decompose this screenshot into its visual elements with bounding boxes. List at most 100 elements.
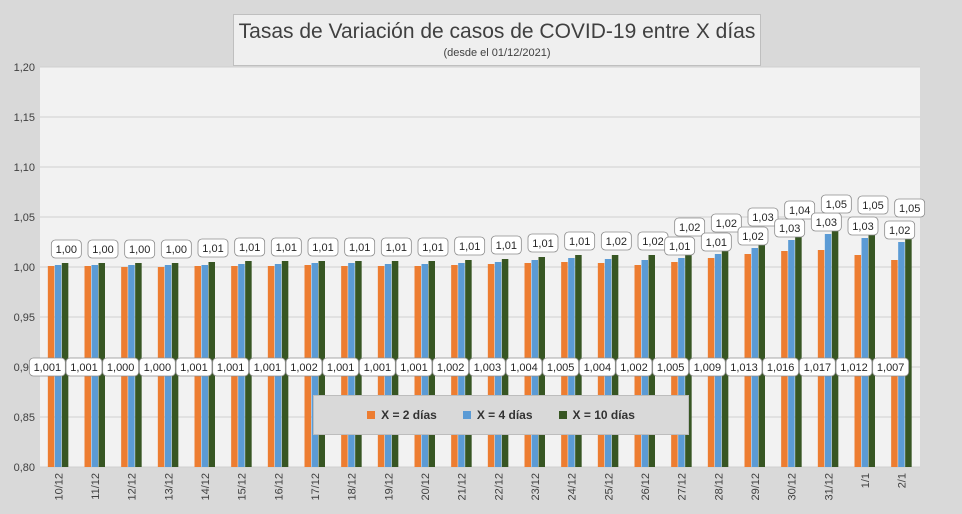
x-tick-label: 26/12 — [640, 473, 652, 501]
data-label: 1,02 — [679, 222, 700, 234]
x-tick-label: 1/1 — [860, 473, 872, 488]
data-label-box — [884, 220, 916, 240]
data-label-box — [490, 235, 522, 255]
data-label: 1,01 — [532, 238, 553, 250]
data-label: 1,005 — [657, 362, 685, 374]
data-label-box — [285, 357, 323, 377]
data-label-box — [710, 213, 742, 233]
data-label: 1,001 — [364, 362, 392, 374]
x-tick-label: 17/12 — [310, 473, 322, 501]
data-label-box — [175, 357, 213, 377]
legend: X = 2 días X = 4 días X = 10 días — [313, 395, 689, 435]
data-label-box — [270, 237, 302, 257]
bar — [788, 240, 795, 467]
data-label: 1,02 — [642, 236, 663, 248]
x-axis: 10/12 11/12 12/12 13/12 14/12 15/12 16/12 17/12… — [53, 473, 908, 501]
data-labels: 1,001 1,00 1,001 1,00 1,000 1,00 1,000 1,00 1,00… — [28, 194, 926, 377]
data-label: 1,000 — [107, 362, 135, 374]
data-label: 1,03 — [752, 212, 773, 224]
y-tick-label: 0,95 — [14, 312, 35, 324]
data-label: 1,01 — [386, 242, 407, 254]
bar — [758, 243, 765, 467]
data-label: 1,002 — [290, 362, 318, 374]
data-label-box — [564, 231, 596, 251]
y-tick-label: 1,15 — [14, 112, 35, 124]
legend-swatch-2-dias — [367, 411, 376, 419]
data-label-box — [505, 357, 543, 377]
y-tick-label: 0,85 — [14, 412, 35, 424]
data-label: 1,004 — [584, 362, 612, 374]
y-tick-label: 0,80 — [14, 462, 35, 474]
legend-swatch-4-dias — [462, 411, 471, 419]
data-label-box — [857, 195, 889, 215]
y-tick-label: 1,10 — [14, 162, 35, 174]
data-label: 1,001 — [217, 362, 245, 374]
data-label-box — [344, 237, 376, 257]
data-label-box — [762, 357, 800, 377]
data-label-box — [674, 217, 706, 237]
data-label: 1,02 — [606, 236, 627, 248]
data-label: 1,01 — [669, 241, 690, 253]
data-label-box — [212, 357, 250, 377]
data-label: 1,01 — [312, 242, 333, 254]
bar — [751, 248, 758, 467]
data-label-box — [747, 207, 779, 227]
data-label-box — [700, 232, 732, 252]
data-label: 1,001 — [400, 362, 428, 374]
x-tick-label: 18/12 — [347, 473, 359, 501]
bar — [795, 236, 802, 467]
data-label-box — [820, 194, 852, 214]
data-label-box — [737, 226, 769, 246]
bar — [868, 231, 875, 467]
x-tick-label: 15/12 — [237, 473, 249, 501]
x-tick-label: 21/12 — [457, 473, 469, 501]
chart-subtitle: (desde el 01/12/2021) — [443, 47, 551, 59]
data-label-box — [65, 357, 103, 377]
data-label-box — [578, 357, 616, 377]
data-label-box — [322, 357, 360, 377]
legend-label-2-dias: X = 2 días — [381, 408, 437, 422]
data-label: 1,004 — [510, 362, 538, 374]
data-label-box — [87, 239, 119, 259]
data-label: 1,01 — [349, 242, 370, 254]
x-tick-label: 10/12 — [53, 473, 65, 501]
data-label: 1,01 — [239, 242, 260, 254]
data-label-box — [28, 357, 66, 377]
x-tick-label: 14/12 — [200, 473, 212, 501]
bar — [824, 234, 832, 467]
data-label-box — [395, 357, 433, 377]
x-tick-label: 20/12 — [420, 473, 432, 501]
data-label-box — [102, 357, 140, 377]
data-label-box — [784, 200, 816, 220]
data-label: 1,04 — [789, 205, 810, 217]
data-label: 1,013 — [730, 362, 758, 374]
x-tick-label: 29/12 — [750, 473, 762, 501]
data-label: 1,009 — [694, 362, 722, 374]
data-label: 1,017 — [804, 362, 832, 374]
data-label-box — [798, 357, 836, 377]
x-tick-label: 16/12 — [273, 473, 285, 501]
x-tick-label: 25/12 — [603, 473, 615, 501]
data-label: 1,016 — [767, 362, 795, 374]
legend-item-4-dias: X = 4 días — [462, 408, 533, 422]
legend-swatch-10-dias — [558, 411, 567, 419]
x-tick-label: 19/12 — [383, 473, 395, 501]
data-label-box — [847, 216, 879, 236]
data-label-box — [454, 236, 486, 256]
data-label: 1,02 — [716, 218, 737, 230]
data-label-box — [197, 238, 229, 258]
x-tick-label: 12/12 — [127, 473, 139, 501]
bar — [831, 230, 839, 467]
chart-title: Tasas de Variación de casos de COVID-19 … — [238, 20, 756, 43]
data-label: 1,001 — [70, 362, 98, 374]
data-label-box — [468, 357, 506, 377]
data-label: 1,00 — [56, 244, 77, 256]
data-label-box — [872, 357, 910, 377]
data-label: 1,00 — [92, 244, 113, 256]
data-label-box — [50, 239, 82, 259]
x-tick-label: 27/12 — [677, 473, 689, 501]
data-label-box — [725, 357, 763, 377]
data-label-box — [542, 357, 580, 377]
x-tick-label: 30/12 — [787, 473, 799, 501]
